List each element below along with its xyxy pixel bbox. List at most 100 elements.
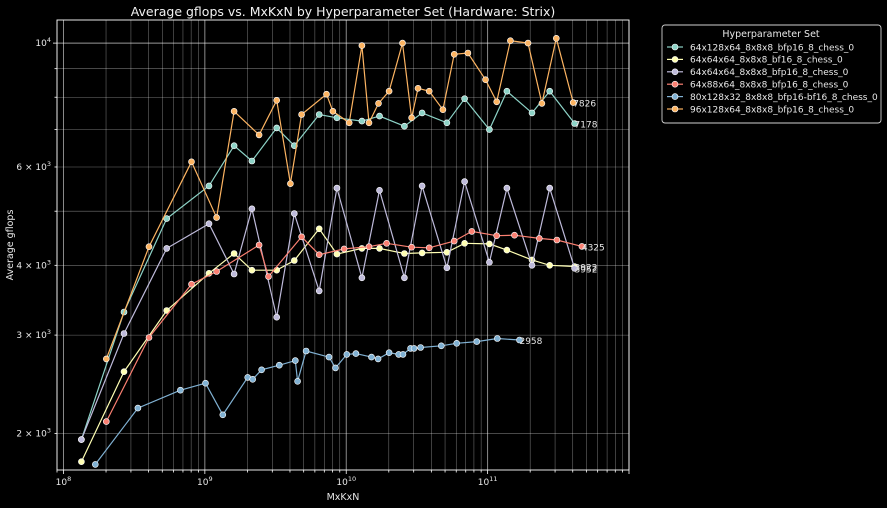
data-point [553,236,561,244]
data-point [516,336,523,344]
data-point [287,180,294,187]
data-point [503,87,511,95]
data-point [414,85,422,92]
data-point [163,307,170,314]
legend-entry-label: 80x128x32_8x8x8_bfp16-bf16_8_chess_0 [690,93,878,103]
data-point [163,245,170,252]
data-point [461,178,468,185]
data-point [524,39,532,47]
data-point [145,243,153,250]
data-point [376,112,383,120]
data-point [443,249,451,256]
data-point [219,411,227,419]
data-point [461,95,468,102]
grid [56,20,630,470]
chart-title: Average gflops vs. MxKxN by Hyperparamet… [131,4,556,19]
data-point [399,39,406,47]
data-point [374,355,382,363]
data-point [546,184,554,192]
legend-swatch-marker [671,68,679,76]
data-point [376,187,383,194]
end-value-label: 7826 [573,100,596,110]
data-point [546,261,554,269]
y-tick-label: 104 [35,36,51,49]
data-point [302,347,310,355]
data-point [345,119,353,127]
data-point [368,353,375,361]
data-point [528,261,536,269]
data-point [376,245,383,252]
data-point [352,350,360,357]
data-point [298,233,305,241]
ticks: 108 109 1010 1011 2 × 103 3 × 103 4 × 103 6 × 1… [16,36,630,488]
x-tick-label: 1011 [478,475,498,488]
data-point [230,250,238,257]
data-point [340,245,348,253]
data-point [315,287,323,295]
data-point [230,270,238,278]
data-point [399,351,407,358]
data-point [78,458,85,466]
data-point [255,131,263,139]
data-point [213,268,220,275]
data-point [248,266,256,274]
y-tick-label: 2 × 103 [16,426,51,439]
y-tick-label: 6 × 103 [16,160,51,173]
data-point [425,244,433,252]
data-point [571,120,578,127]
series-layer [78,34,586,468]
data-point [230,142,238,149]
data-point [383,240,390,247]
data-point [273,313,281,321]
data-point [417,344,424,351]
legend-entry-label: 64x64x64_8x8x8_bfp16_8_chess_0 [690,68,849,78]
y-axis-label: Average gflops [5,210,16,281]
data-point [552,34,560,42]
data-point [358,245,366,252]
end-value-label: 3952 [575,265,598,275]
data-point [486,258,493,266]
data-point [298,111,305,118]
legend-entry-label: 64x128x64_8x8x8_bfp16_8_chess_0 [690,43,854,53]
data-point [333,250,341,258]
data-point [290,257,298,264]
data-point [290,210,298,217]
x-tick-label: 1010 [336,475,356,488]
data-point [450,50,458,58]
data-point [493,98,501,106]
data-point [511,231,518,239]
x-axis-label: MxKxN [327,492,360,503]
data-point [103,355,110,363]
data-point [453,339,461,347]
data-point [385,349,393,357]
legend-entries: 64x128x64_8x8x8_bfp16_8_chess_0 64x64x64_… [667,43,878,115]
data-point [418,182,426,190]
data-point [546,87,554,95]
y-tick-label: 4 × 103 [16,258,51,271]
data-point [503,246,511,254]
data-point [365,119,373,127]
series-4 [103,228,586,425]
data-point [202,379,209,387]
data-point [291,357,299,364]
legend-entry-label: 64x64x64_8x8x8_bf16_8_chess_0 [690,56,843,66]
data-point [134,404,142,412]
legend: Hyperparameter Set 64x128x64_8x8x8_bfp16… [661,24,882,124]
data-point [248,205,256,213]
series-6 [103,34,577,363]
data-point [425,87,433,95]
data-point [323,90,330,98]
data-point [443,119,451,127]
data-point [503,184,511,192]
data-point [418,109,426,117]
data-point [464,49,472,57]
data-point [333,184,341,192]
series-5 [92,335,523,468]
y-tick-label: 3 × 103 [16,328,51,341]
data-point [120,368,128,376]
data-point [258,366,265,374]
data-point [275,361,283,369]
data-point [120,330,128,337]
data-point [358,274,366,282]
